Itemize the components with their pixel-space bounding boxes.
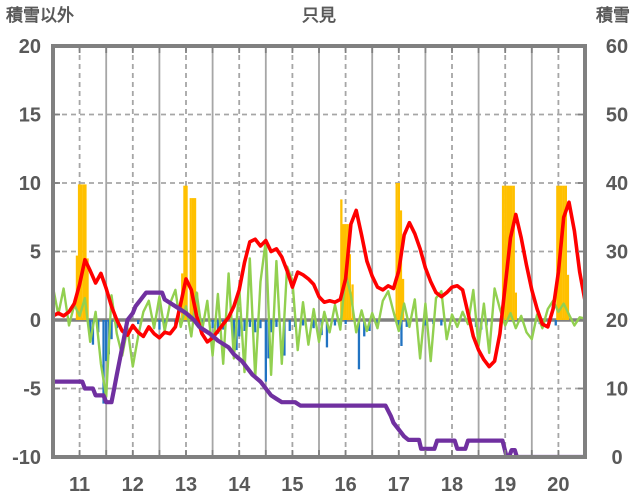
orange-bars-bar xyxy=(395,183,398,320)
blue-bars-bar xyxy=(344,320,347,325)
left-axis-tick-label: 0 xyxy=(30,310,41,332)
orange-bars-bar xyxy=(514,292,517,320)
orange-bars-bar xyxy=(183,185,186,320)
blue-bars-bar xyxy=(424,320,427,326)
right-axis-tick-label: 60 xyxy=(606,36,628,58)
x-axis-tick-label: 14 xyxy=(228,474,251,496)
right-axis-tick-label: 50 xyxy=(606,105,628,127)
x-axis-tick-label: 19 xyxy=(494,474,516,496)
x-axis-tick-label: 11 xyxy=(69,474,90,496)
orange-bars-bar xyxy=(196,292,199,320)
right-axis-tick-label: 30 xyxy=(606,242,628,264)
blue-bars-bar xyxy=(163,320,166,327)
right-axis-tick-label: 40 xyxy=(606,173,628,195)
left-axis-tick-label: -5 xyxy=(23,379,41,401)
orange-bars-bar xyxy=(82,184,85,320)
green-line xyxy=(51,239,587,398)
x-axis-tick-label: 13 xyxy=(175,474,197,496)
blue-bars-bar xyxy=(254,320,257,333)
purple-step-line xyxy=(51,290,587,459)
series-layer xyxy=(51,183,587,459)
x-axis-tick-label: 16 xyxy=(334,474,356,496)
blue-bars-bar xyxy=(400,320,403,346)
right-axis-tick-label: 20 xyxy=(606,310,628,332)
left-axis-tick-label: -10 xyxy=(12,447,41,469)
right-axis-tick-label: 10 xyxy=(606,379,628,401)
blue-bars-bar xyxy=(440,320,443,326)
red-line-series xyxy=(51,200,587,369)
x-axis-tick-label: 18 xyxy=(441,474,463,496)
x-axis-tick-label: 20 xyxy=(547,474,569,496)
left-axis-tick-label: 15 xyxy=(19,105,41,127)
orange-bars-bar xyxy=(504,185,507,320)
blue-bars-bar xyxy=(283,320,286,356)
x-axis-tick-label: 17 xyxy=(388,474,410,496)
orange-bars-bar xyxy=(510,185,513,320)
blue-bars-bar xyxy=(312,320,315,329)
blue-bars-bar xyxy=(554,320,557,326)
blue-bars-bar xyxy=(405,320,408,327)
red-line xyxy=(51,200,587,369)
orange-bars-bar xyxy=(401,278,405,320)
orange-bars-bar xyxy=(80,184,83,320)
x-axis-tick-label: 15 xyxy=(281,474,303,496)
orange-bars-bar xyxy=(84,184,87,320)
orange-bars-bar xyxy=(340,199,343,320)
x-axis-tick-label: 12 xyxy=(122,474,144,496)
orange-bars-bar xyxy=(566,274,570,320)
orange-bars-bar xyxy=(342,224,345,320)
green-line-series xyxy=(51,239,587,398)
blue-bars-bar xyxy=(110,320,113,340)
blue-bars-bar xyxy=(301,320,305,326)
purple-step-line-series xyxy=(51,290,587,459)
orange-bars-bar xyxy=(501,185,505,320)
blue-bars-bar xyxy=(211,320,214,329)
axis-ticks xyxy=(53,46,585,457)
orange-bars-bar xyxy=(191,198,195,320)
blue-bars-bar xyxy=(333,320,337,326)
orange-bars-bar xyxy=(185,185,188,320)
blue-bars-bar xyxy=(264,320,267,382)
left-axis-title: 積雪以外 xyxy=(6,5,74,25)
blue-bars-bar xyxy=(232,320,235,344)
blue-bars-bar xyxy=(158,320,161,330)
chart-title: 只見 xyxy=(302,6,336,25)
left-axis-tick-label: 20 xyxy=(19,36,41,58)
blue-bars-bar xyxy=(102,320,105,404)
orange-bars-bar xyxy=(564,185,567,320)
orange-bars-bar xyxy=(556,185,559,320)
blue-bars-bar xyxy=(363,320,366,337)
orange-bars-bar xyxy=(512,185,515,320)
blue-bars-bar xyxy=(238,320,241,337)
blue-bars-bar xyxy=(275,320,278,327)
orange-bars-bar xyxy=(189,198,192,320)
blue-bars-bar xyxy=(89,320,92,337)
blue-bars-bar xyxy=(270,320,273,333)
blue-bars-bar xyxy=(105,320,108,362)
left-axis-tick-label: 5 xyxy=(30,242,41,264)
gridlines xyxy=(53,46,585,457)
blue-bars-bar xyxy=(288,320,291,331)
orange-bars-bar xyxy=(193,198,197,320)
blue-bars-bar xyxy=(216,320,220,334)
blue-bars-bar xyxy=(243,320,246,331)
blue-bars-bar xyxy=(137,320,140,325)
blue-bars-bar xyxy=(248,320,251,327)
orange-bars-bar xyxy=(86,258,89,320)
right-axis-title: 積雪 xyxy=(596,5,630,25)
orange-bars-bar xyxy=(397,183,400,320)
left-axis-tick-label: 10 xyxy=(19,173,41,195)
blue-bars-bar xyxy=(267,320,270,359)
blue-bars-bar xyxy=(325,320,329,348)
orange-bars-bar xyxy=(562,185,565,320)
right-axis-tick-label: 0 xyxy=(611,447,622,469)
orange-bars-bar xyxy=(77,184,81,320)
blue-bars-bar xyxy=(259,320,262,329)
blue-bars-bar xyxy=(357,320,361,370)
